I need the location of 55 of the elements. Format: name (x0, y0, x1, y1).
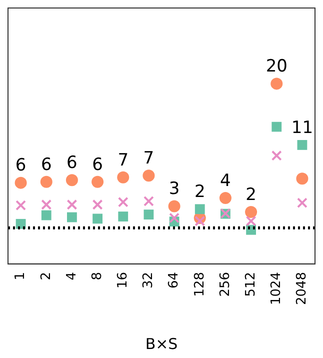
annotation: 6 (15, 156, 26, 176)
x-tick-label: 1 (13, 272, 28, 280)
annotation: 4 (220, 170, 231, 191)
x-tick-label: 128 (192, 272, 208, 297)
point (219, 192, 232, 204)
point (118, 196, 128, 208)
point (246, 216, 256, 226)
x-tick-label: 512 (243, 272, 258, 297)
point (67, 212, 77, 222)
point (40, 176, 52, 188)
point (143, 196, 154, 206)
point (66, 199, 78, 210)
point (118, 212, 128, 222)
point (66, 174, 78, 186)
x-tick-label: 256 (218, 272, 233, 297)
annotation: 2 (194, 182, 206, 202)
annotation: 7 (143, 148, 154, 169)
x-tick-label: 2048 (294, 272, 310, 306)
point (14, 176, 27, 189)
annotation: 11 (291, 118, 314, 138)
annotation: 6 (66, 153, 78, 174)
point (296, 198, 308, 208)
point (144, 210, 154, 220)
x-tick-label: 64 (166, 272, 182, 288)
point (41, 210, 52, 220)
point (297, 140, 308, 150)
annotation: 6 (92, 154, 103, 175)
point (92, 214, 102, 224)
annotation: 20 (266, 56, 288, 77)
point (169, 212, 180, 224)
x-tick-label: 4 (64, 272, 80, 280)
x-tick-label: 1024 (269, 272, 284, 306)
point (117, 171, 130, 184)
point (168, 200, 180, 212)
point (194, 216, 206, 226)
point (194, 204, 205, 214)
point (271, 150, 282, 161)
point (245, 206, 258, 218)
point (92, 199, 103, 210)
point (296, 172, 308, 185)
annotation: 3 (168, 179, 180, 200)
point (142, 170, 155, 182)
x-tick-label: 16 (116, 272, 130, 288)
x-tick-label: 2 (38, 272, 54, 280)
point (272, 122, 282, 132)
point (41, 199, 52, 210)
annotation: 7 (118, 150, 129, 170)
point (16, 200, 26, 211)
x-axis-title: B×S (145, 334, 178, 353)
annotation: 2 (246, 184, 256, 205)
point (92, 176, 104, 188)
point (270, 78, 283, 90)
annotation: 6 (40, 154, 52, 175)
x-tick-label: 32 (141, 272, 156, 288)
x-tick-label: 8 (90, 272, 105, 280)
